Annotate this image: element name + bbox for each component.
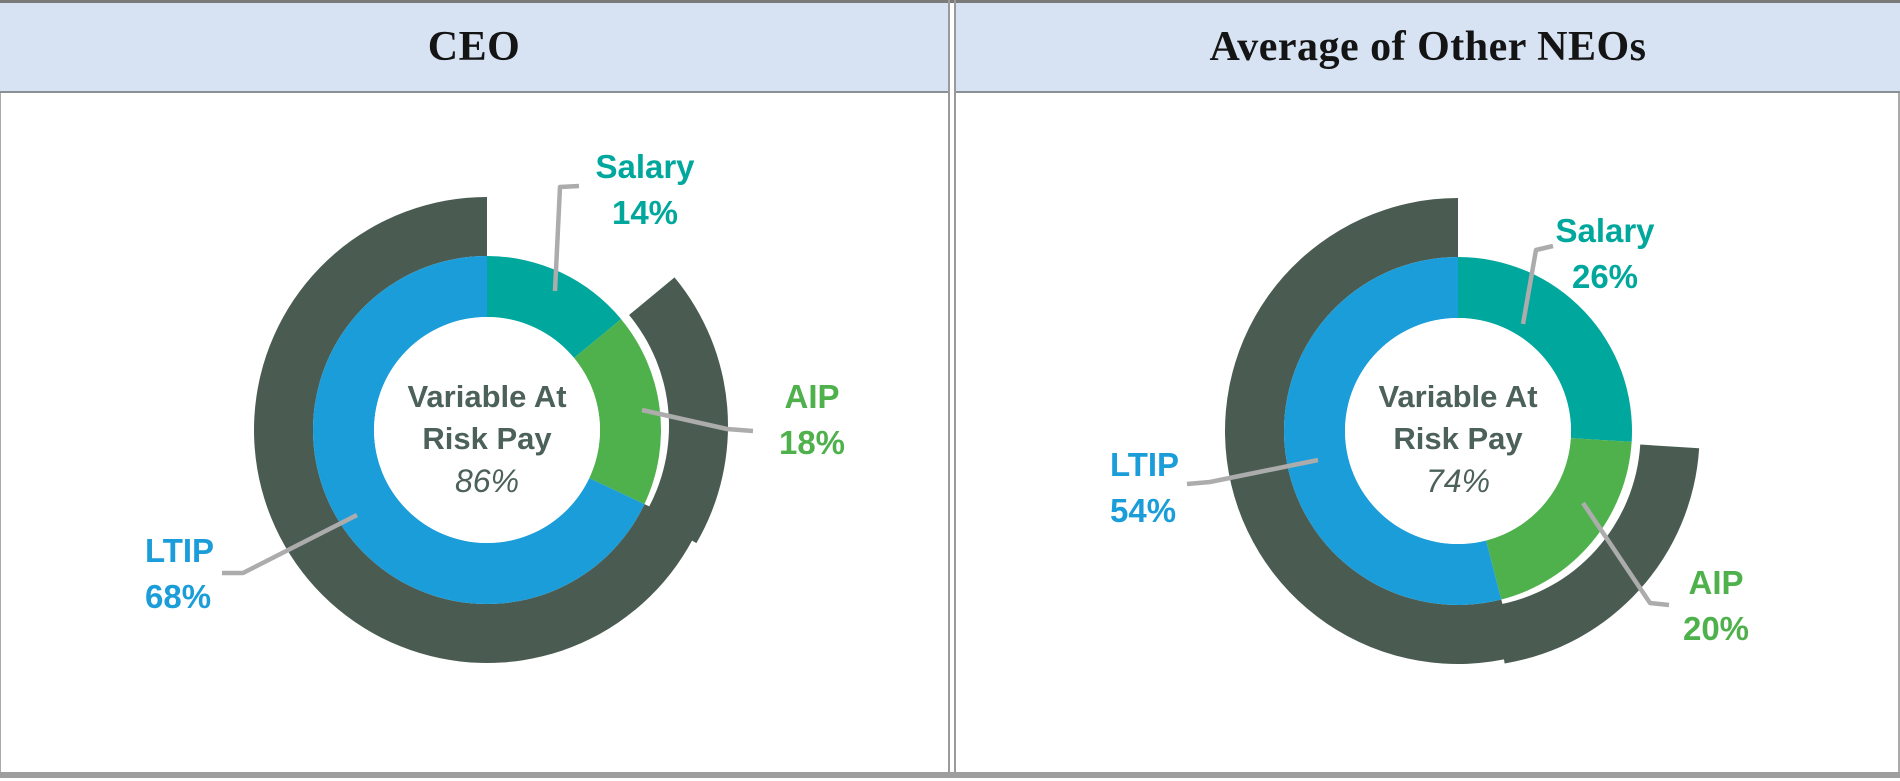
ltip-leader-line: [222, 512, 359, 576]
neo-ltip-name: LTIP: [1110, 446, 1180, 483]
ceo-center-label: Variable At Risk Pay 86%: [337, 376, 637, 502]
header-cell-other-neos: Average of Other NEOs: [956, 3, 1900, 93]
neo-ltip-label: LTIP 54%: [1110, 442, 1310, 534]
ceo-title: CEO: [427, 24, 521, 70]
other-neos-title: Average of Other NEOs: [1209, 24, 1647, 70]
slice-ltip: [313, 256, 645, 605]
neo-aip-label: AIP 20%: [1616, 560, 1816, 652]
neo-salary-name: Salary: [1555, 212, 1655, 249]
ceo-salary-pct: 14%: [611, 194, 679, 231]
slice-salary: [1458, 257, 1632, 442]
aip-leader-line: [641, 407, 754, 434]
table-bottom-border: [0, 772, 1900, 778]
ceo-ltip-pct: 68%: [145, 578, 212, 615]
slice-ltip: [1284, 257, 1502, 605]
ceo-aip-pct: 18%: [778, 424, 846, 461]
ceo-center-value: 86%: [454, 463, 520, 499]
neo-center-value: 74%: [1425, 463, 1491, 499]
table-right-border: [1898, 3, 1900, 772]
ceo-salary-label: Salary 14%: [545, 144, 745, 236]
outer-ring-aip-wedge: [1495, 444, 1700, 664]
ltip-leader-line: [1186, 457, 1319, 487]
slice-aip: [574, 319, 661, 505]
ceo-aip-label: AIP 18%: [712, 374, 912, 466]
neo-center-line1: Variable At: [1378, 379, 1538, 414]
column-divider-inner: [954, 0, 956, 772]
neo-aip-name: AIP: [1688, 564, 1744, 601]
center-circle: [374, 317, 600, 543]
ceo-aip-name: AIP: [784, 378, 840, 415]
header-cell-ceo: CEO: [0, 3, 948, 93]
center-circle: [1345, 318, 1571, 544]
outer-ring-main-arc: [1224, 198, 1516, 664]
table-left-border: [0, 3, 1, 772]
neo-center-line2: Risk Pay: [1393, 421, 1523, 456]
column-divider-outer: [948, 0, 950, 772]
neo-salary-pct: 26%: [1571, 258, 1639, 295]
salary-leader-line: [552, 183, 580, 292]
outer-ring-aip-wedge: [629, 277, 728, 544]
neo-center-label: Variable At Risk Pay 74%: [1308, 376, 1608, 502]
aip-leader-line: [1581, 501, 1670, 608]
neo-salary-label: Salary 26%: [1505, 208, 1705, 300]
slice-salary: [487, 256, 622, 358]
slice-aip: [1486, 438, 1632, 600]
ceo-salary-name: Salary: [595, 148, 695, 185]
neo-ltip-pct: 54%: [1110, 492, 1177, 529]
ceo-ltip-label: LTIP 68%: [145, 528, 345, 620]
ceo-center-line1: Variable At: [407, 379, 567, 414]
ceo-center-line2: Risk Pay: [422, 421, 552, 456]
neo-aip-pct: 20%: [1682, 610, 1750, 647]
ceo-ltip-name: LTIP: [145, 532, 215, 569]
salary-leader-line: [1520, 243, 1554, 325]
table-top-border: [0, 0, 1900, 3]
table-header-row: CEO Average of Other NEOs: [0, 3, 1900, 93]
